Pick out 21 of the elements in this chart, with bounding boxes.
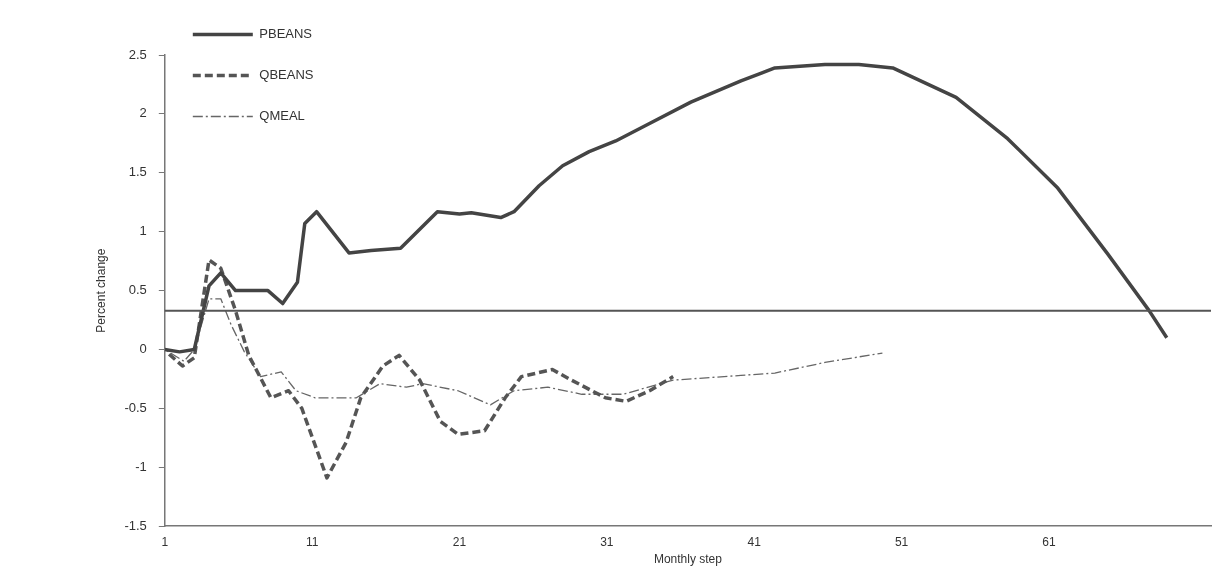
y-tick-label: 1	[139, 223, 147, 239]
x-tick-label: 11	[305, 534, 319, 549]
y-axis-title: Percent change	[93, 248, 108, 333]
x-tick-label: 1	[161, 534, 169, 549]
legend-label: QMEAL	[259, 108, 305, 124]
y-tick-label: -0.5	[124, 399, 147, 415]
x-tick-label: 51	[894, 534, 909, 549]
x-tick-label: 41	[747, 534, 762, 549]
y-tick-label: 0	[139, 341, 147, 357]
y-tick-label: 2.5	[128, 46, 147, 62]
x-tick-label: 61	[1042, 534, 1056, 549]
y-tick-label: 1.5	[128, 164, 147, 180]
x-axis-title: Monthly step	[653, 552, 723, 567]
y-tick-label: 0.5	[128, 282, 147, 298]
x-tick-label: 31	[600, 534, 614, 549]
x-tick-label: 21	[452, 534, 467, 549]
y-tick-label: -1.5	[124, 517, 147, 533]
legend-label: PBEANS	[259, 26, 313, 42]
legend-label: QBEANS	[259, 67, 314, 83]
y-tick-label: -1	[135, 458, 147, 474]
y-tick-label: 2	[139, 105, 147, 121]
